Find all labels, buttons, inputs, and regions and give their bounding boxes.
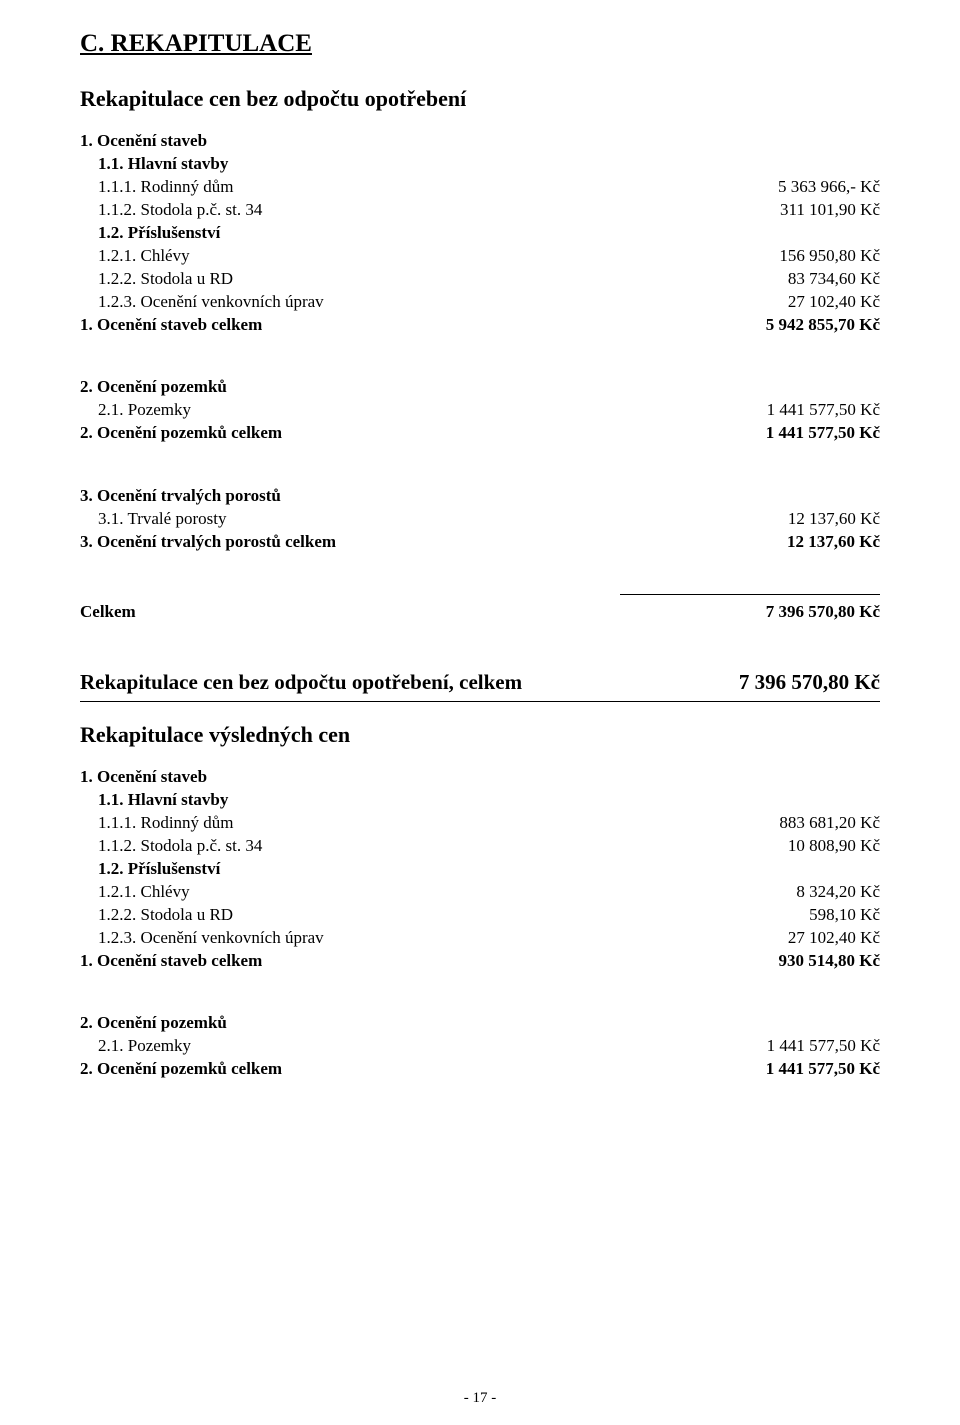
line-item: 2.1. Pozemky 1 441 577,50 Kč bbox=[80, 399, 880, 422]
item-label: 1.2.1. Chlévy bbox=[98, 881, 788, 904]
subtotal-value: 1 441 577,50 Kč bbox=[758, 422, 880, 445]
item-value: 1 441 577,50 Kč bbox=[759, 1035, 880, 1058]
item-label: 2.1. Pozemky bbox=[98, 399, 759, 422]
item-value: 883 681,20 Kč bbox=[771, 812, 880, 835]
line-item: 1.2.2. Stodola u RD 598,10 Kč bbox=[80, 904, 880, 927]
item-label: 1.2.3. Ocenění venkovních úprav bbox=[98, 927, 780, 950]
subtotal-label: 2. Ocenění pozemků celkem bbox=[80, 1058, 758, 1081]
line-item: 1.2.3. Ocenění venkovních úprav 27 102,4… bbox=[80, 927, 880, 950]
subtotal-value: 5 942 855,70 Kč bbox=[758, 314, 880, 337]
section-1-title: Rekapitulace cen bez odpočtu opotřebení bbox=[80, 86, 880, 112]
item-value: 27 102,40 Kč bbox=[780, 291, 880, 314]
s1-g1-sub2: 1.2. Příslušenství bbox=[80, 222, 880, 245]
item-label: 1.1.1. Rodinný dům bbox=[98, 812, 771, 835]
line-item: 2.1. Pozemky 1 441 577,50 Kč bbox=[80, 1035, 880, 1058]
grand-total-value: 7 396 570,80 Kč bbox=[731, 670, 880, 695]
s2-g1-sub1: 1.1. Hlavní stavby bbox=[80, 789, 880, 812]
subtotal-label: 1. Ocenění staveb celkem bbox=[80, 950, 770, 973]
item-value: 598,10 Kč bbox=[801, 904, 880, 927]
item-value: 12 137,60 Kč bbox=[780, 508, 880, 531]
subtotal-row: 2. Ocenění pozemků celkem 1 441 577,50 K… bbox=[80, 1058, 880, 1081]
line-item: 3.1. Trvalé porosty 12 137,60 Kč bbox=[80, 508, 880, 531]
celkem-label: Celkem bbox=[80, 601, 758, 624]
celkem-row: Celkem 7 396 570,80 Kč bbox=[80, 601, 880, 624]
line-item: 1.1.2. Stodola p.č. st. 34 311 101,90 Kč bbox=[80, 199, 880, 222]
s1-g1-sub1: 1.1. Hlavní stavby bbox=[80, 153, 880, 176]
subtotal-value: 1 441 577,50 Kč bbox=[758, 1058, 880, 1081]
document-title: C. REKAPITULACE bbox=[80, 30, 880, 58]
line-item: 1.2.2. Stodola u RD 83 734,60 Kč bbox=[80, 268, 880, 291]
s1-g2-title: 2. Ocenění pozemků bbox=[80, 376, 880, 399]
celkem-value: 7 396 570,80 Kč bbox=[758, 601, 880, 624]
item-value: 83 734,60 Kč bbox=[780, 268, 880, 291]
subtotal-label: 1. Ocenění staveb celkem bbox=[80, 314, 758, 337]
subtotal-label: 3. Ocenění trvalých porostů celkem bbox=[80, 531, 779, 554]
item-value: 10 808,90 Kč bbox=[780, 835, 880, 858]
line-item: 1.1.1. Rodinný dům 883 681,20 Kč bbox=[80, 812, 880, 835]
grand-total-row: Rekapitulace cen bez odpočtu opotřebení,… bbox=[80, 664, 880, 702]
s2-g2-title: 2. Ocenění pozemků bbox=[80, 1012, 880, 1035]
item-label: 1.1.2. Stodola p.č. st. 34 bbox=[98, 199, 772, 222]
item-label: 1.2.1. Chlévy bbox=[98, 245, 771, 268]
subtotal-row: 3. Ocenění trvalých porostů celkem 12 13… bbox=[80, 531, 880, 554]
item-label: 1.2.2. Stodola u RD bbox=[98, 904, 801, 927]
item-value: 1 441 577,50 Kč bbox=[759, 399, 880, 422]
subtotal-label: 2. Ocenění pozemků celkem bbox=[80, 422, 758, 445]
item-label: 1.1.1. Rodinný dům bbox=[98, 176, 770, 199]
item-value: 8 324,20 Kč bbox=[788, 881, 880, 904]
s1-g3-title: 3. Ocenění trvalých porostů bbox=[80, 485, 880, 508]
subtotal-row: 1. Ocenění staveb celkem 5 942 855,70 Kč bbox=[80, 314, 880, 337]
subtotal-row: 1. Ocenění staveb celkem 930 514,80 Kč bbox=[80, 950, 880, 973]
item-label: 2.1. Pozemky bbox=[98, 1035, 759, 1058]
line-item: 1.1.1. Rodinný dům 5 363 966,- Kč bbox=[80, 176, 880, 199]
grand-total-label: Rekapitulace cen bez odpočtu opotřebení,… bbox=[80, 670, 731, 695]
s1-g1-title: 1. Ocenění staveb bbox=[80, 130, 880, 153]
s2-g1-sub2: 1.2. Příslušenství bbox=[80, 858, 880, 881]
subtotal-value: 12 137,60 Kč bbox=[779, 531, 880, 554]
s2-g1-title: 1. Ocenění staveb bbox=[80, 766, 880, 789]
item-label: 1.2.2. Stodola u RD bbox=[98, 268, 780, 291]
item-value: 5 363 966,- Kč bbox=[770, 176, 880, 199]
line-item: 1.2.1. Chlévy 8 324,20 Kč bbox=[80, 881, 880, 904]
line-item: 1.2.1. Chlévy 156 950,80 Kč bbox=[80, 245, 880, 268]
item-value: 156 950,80 Kč bbox=[771, 245, 880, 268]
subtotal-value: 930 514,80 Kč bbox=[770, 950, 880, 973]
item-value: 27 102,40 Kč bbox=[780, 927, 880, 950]
document-page: C. REKAPITULACE Rekapitulace cen bez odp… bbox=[0, 0, 960, 1425]
celkem-block: Celkem 7 396 570,80 Kč bbox=[80, 594, 880, 624]
subtotal-row: 2. Ocenění pozemků celkem 1 441 577,50 K… bbox=[80, 422, 880, 445]
page-number: - 17 - bbox=[0, 1390, 960, 1407]
item-label: 3.1. Trvalé porosty bbox=[98, 508, 780, 531]
line-item: 1.2.3. Ocenění venkovních úprav 27 102,4… bbox=[80, 291, 880, 314]
line-item: 1.1.2. Stodola p.č. st. 34 10 808,90 Kč bbox=[80, 835, 880, 858]
item-label: 1.1.2. Stodola p.č. st. 34 bbox=[98, 835, 780, 858]
section-2-title: Rekapitulace výsledných cen bbox=[80, 722, 880, 748]
item-label: 1.2.3. Ocenění venkovních úprav bbox=[98, 291, 780, 314]
item-value: 311 101,90 Kč bbox=[772, 199, 880, 222]
